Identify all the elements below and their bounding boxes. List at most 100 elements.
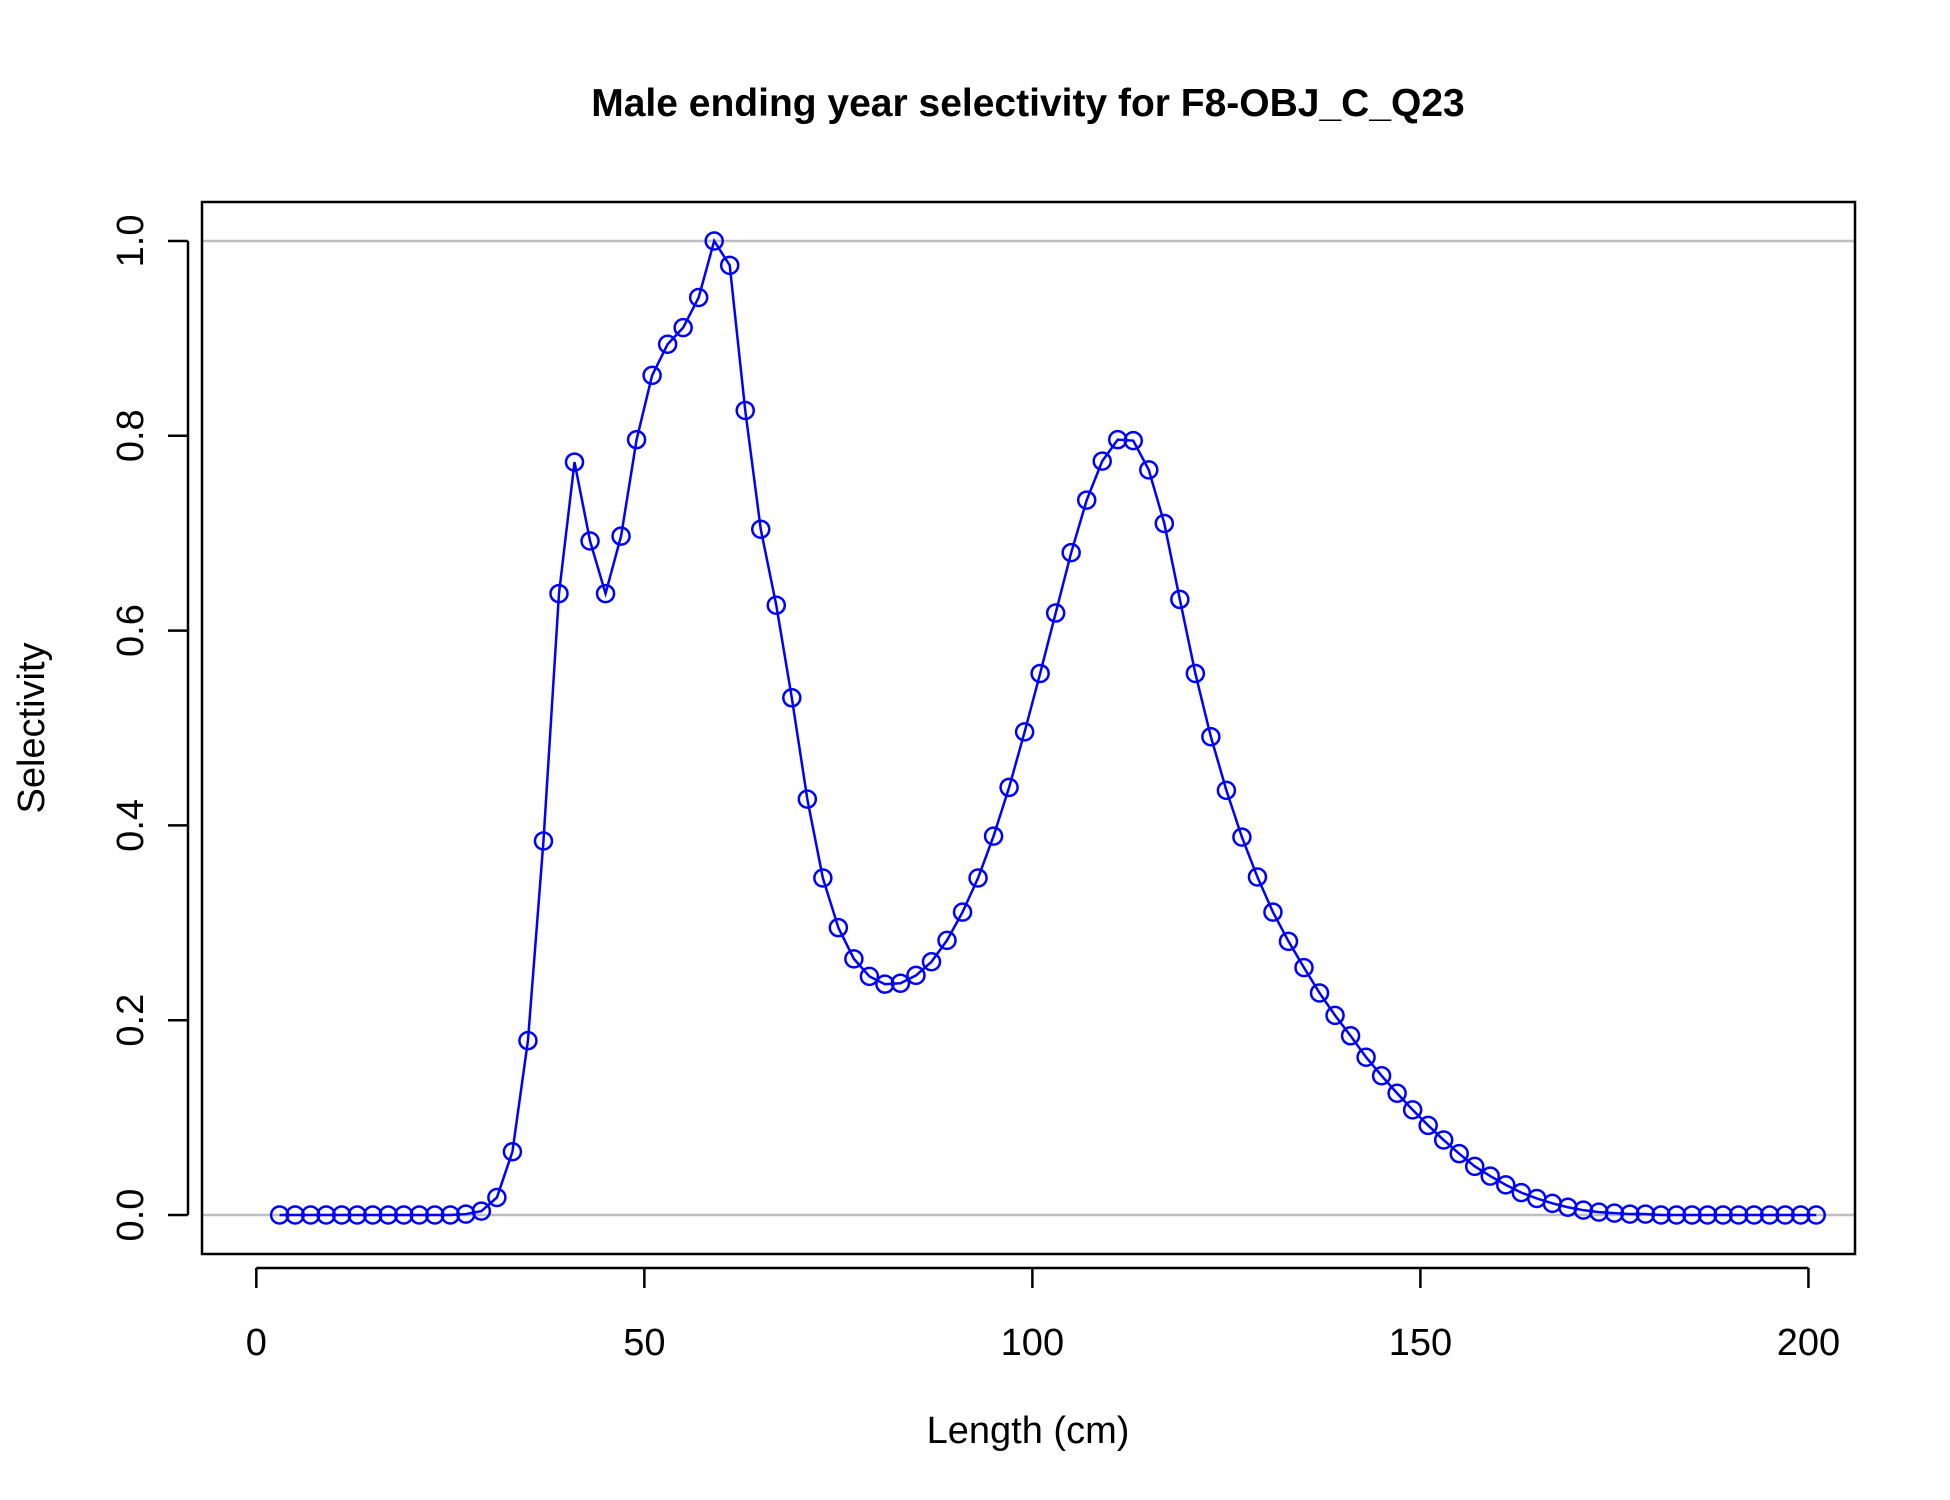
y-axis: 0.0 0.2 0.4 0.6 0.8 1.0 [110, 215, 190, 1242]
data-point [1449, 1143, 1469, 1164]
data-point [549, 583, 569, 604]
data-point [1589, 1202, 1609, 1222]
y-axis-label: Selectivity [11, 642, 53, 813]
data-point [797, 789, 818, 809]
data-point [673, 317, 693, 338]
data-point [751, 519, 771, 540]
data-point [704, 231, 724, 251]
data-point [921, 952, 942, 972]
data-point [1340, 1026, 1361, 1046]
data-point [1294, 957, 1314, 978]
data-point [735, 400, 755, 421]
data-point [1356, 1047, 1376, 1067]
data-point [564, 452, 585, 472]
data-point [952, 902, 973, 922]
x-tick-label: 100 [1001, 1322, 1064, 1364]
data-point [875, 974, 895, 994]
data-point [1713, 1205, 1733, 1225]
data-point [1666, 1205, 1687, 1225]
data-point [316, 1205, 336, 1225]
data-point [1232, 827, 1252, 847]
data-point [1387, 1083, 1407, 1104]
plot-frame [200, 200, 1857, 1256]
data-point [1139, 460, 1159, 480]
data-point [425, 1205, 445, 1225]
data-point [1201, 727, 1221, 747]
y-tick-label: 0.6 [110, 604, 152, 657]
data-point [1325, 1005, 1345, 1026]
data-point [1154, 513, 1175, 534]
data-point [1496, 1175, 1516, 1195]
series-line [279, 237, 1817, 1217]
data-point [580, 531, 600, 551]
data-point [1263, 902, 1283, 922]
data-point [937, 930, 957, 951]
x-axis-label: Length (cm) [927, 1410, 1130, 1452]
data-point [844, 949, 864, 969]
data-point [269, 1205, 290, 1225]
data-point [518, 1030, 538, 1051]
data-point [440, 1205, 461, 1225]
data-point [1464, 1156, 1485, 1177]
data-point [1014, 722, 1035, 742]
data-point [595, 583, 616, 604]
data-point [1309, 983, 1330, 1003]
data-point [1030, 663, 1050, 684]
data-point [782, 688, 802, 708]
data-point [968, 868, 988, 888]
x-tick-label: 50 [623, 1322, 665, 1364]
data-point [1061, 542, 1081, 563]
data-point [1402, 1100, 1423, 1120]
y-tick-label: 1.0 [110, 215, 152, 268]
data-point [1433, 1130, 1454, 1150]
data-point [1620, 1204, 1640, 1224]
data-point [1759, 1205, 1780, 1225]
data-point [1185, 663, 1206, 684]
x-tick-label: 200 [1777, 1322, 1840, 1364]
x-tick-label: 0 [246, 1322, 267, 1364]
data-point [1806, 1205, 1826, 1225]
y-tick-label: 0.2 [110, 994, 152, 1047]
data-point [471, 1201, 492, 1221]
data-point [1697, 1205, 1718, 1225]
y-tick-label: 0.8 [110, 409, 152, 462]
data-point [657, 334, 678, 354]
data-point [906, 965, 926, 986]
data-point [502, 1141, 523, 1162]
data-point [688, 287, 709, 308]
data-point [1216, 780, 1237, 801]
data-point [766, 595, 787, 616]
x-tick-label: 150 [1389, 1322, 1452, 1364]
data-point [1092, 451, 1112, 471]
data-point [378, 1205, 399, 1225]
y-tick-label: 0.0 [110, 1189, 152, 1242]
data-point [611, 526, 631, 546]
data-point [1123, 430, 1144, 451]
data-point [1728, 1205, 1749, 1225]
data-point [1604, 1203, 1625, 1223]
data-point [347, 1205, 367, 1225]
data-point [1170, 589, 1190, 610]
data-point [1371, 1065, 1392, 1086]
data-point [1247, 867, 1268, 887]
x-axis: 0 50 100 150 200 [246, 1266, 1840, 1364]
data-point [983, 826, 1004, 846]
data-point [1045, 603, 1066, 623]
reference-lines [202, 239, 1855, 1217]
data-point [1107, 429, 1128, 450]
data-point [828, 917, 849, 938]
data-point [1682, 1205, 1702, 1225]
data-point [999, 777, 1019, 798]
data-point [1651, 1205, 1671, 1225]
chart-title: Male ending year selectivity for F8-OBJ_… [591, 82, 1465, 125]
data-point [642, 365, 662, 386]
data-point [409, 1205, 430, 1225]
data-line [279, 237, 1817, 1217]
data-point [890, 973, 911, 993]
data-point [331, 1205, 352, 1225]
data-point [719, 255, 740, 276]
y-tick-label: 0.4 [110, 799, 152, 852]
data-point [1076, 490, 1097, 510]
data-point [1635, 1204, 1656, 1224]
